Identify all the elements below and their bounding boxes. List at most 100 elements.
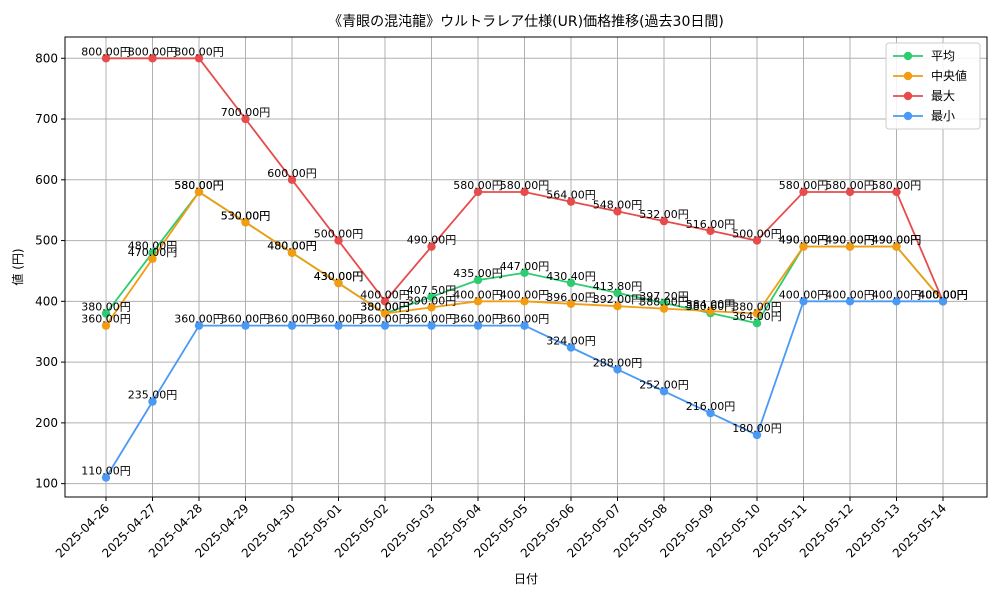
- data-point: [799, 242, 808, 251]
- data-point: [380, 297, 390, 306]
- data-label: 430.00円: [314, 270, 364, 283]
- data-label: 400.00円: [453, 288, 503, 301]
- data-label: 490.00円: [407, 234, 457, 247]
- y-tick-label: 200: [35, 416, 58, 430]
- data-point: [194, 187, 204, 197]
- data-point: [473, 297, 483, 306]
- data-label: 400.00円: [500, 288, 550, 301]
- data-label: 400.00円: [825, 288, 875, 301]
- data-point: [473, 321, 483, 330]
- x-axis: 2025-04-262025-04-272025-04-282025-04-29…: [53, 497, 949, 560]
- data-label: 380.00円: [81, 300, 131, 313]
- data-point: [752, 319, 762, 328]
- series-layer: [101, 54, 948, 482]
- data-labels: 380.00円 480.00円 580.00円 530.00円 480.00円 430.0…: [81, 45, 968, 477]
- data-label: 180.00円: [732, 422, 782, 435]
- data-label: 392.00円: [593, 293, 643, 306]
- data-point: [334, 278, 343, 288]
- legend-label: 最小: [931, 109, 955, 123]
- data-label: 490.00円: [779, 234, 829, 247]
- data-point: [427, 292, 436, 301]
- data-label: 400.00円: [360, 288, 410, 301]
- data-point: [752, 309, 762, 318]
- data-point: [334, 236, 343, 245]
- data-label: 324.00円: [546, 335, 596, 348]
- data-label: 360.00円: [81, 313, 131, 326]
- y-axis: 100 200 300 400 500 600 700 800: [35, 51, 65, 491]
- data-point: [659, 216, 669, 226]
- data-label: 400.00円: [918, 288, 968, 301]
- data-label: 530.00円: [221, 209, 271, 222]
- data-label: 800.00円: [174, 45, 224, 58]
- data-point: [892, 297, 901, 306]
- data-point: [473, 187, 483, 197]
- data-label: 480.00円: [267, 240, 317, 253]
- data-label: 700.00円: [221, 106, 271, 119]
- data-point: [520, 187, 529, 197]
- data-point: [613, 207, 622, 216]
- data-point: [101, 473, 111, 482]
- data-label: 500.00円: [732, 228, 782, 241]
- data-point: [845, 187, 855, 197]
- y-axis-title: 値 (円): [10, 248, 25, 285]
- data-point: [659, 387, 669, 396]
- data-label: 400.00円: [918, 288, 968, 301]
- data-label: 360.00円: [500, 313, 550, 326]
- data-point: [241, 218, 250, 227]
- data-point: [752, 430, 762, 440]
- data-label: 360.00円: [267, 313, 317, 326]
- data-label: 800.00円: [128, 45, 178, 58]
- data-label: 800.00円: [81, 45, 131, 58]
- data-label: 480.00円: [267, 240, 317, 253]
- chart-title: 《青眼の混沌龍》ウルトラレア仕様(UR)価格推移(過去30日間): [328, 13, 724, 30]
- data-label: 447.00円: [500, 260, 550, 273]
- data-label: 400.00円: [918, 288, 968, 301]
- y-tick-label: 600: [35, 173, 58, 187]
- y-tick-label: 700: [35, 112, 58, 126]
- data-label: 407.50円: [407, 284, 457, 297]
- data-point: [194, 54, 204, 63]
- legend-swatch-marker: [903, 91, 913, 101]
- data-label: 430.40円: [546, 270, 596, 283]
- data-point: [427, 242, 436, 251]
- data-point: [613, 301, 622, 311]
- data-label: 413.80円: [593, 280, 643, 293]
- plot-frame: [64, 36, 988, 498]
- data-label: 288.00円: [593, 356, 643, 369]
- y-tick-label: 500: [35, 234, 58, 248]
- data-point: [520, 268, 529, 277]
- y-tick-label: 400: [35, 294, 58, 308]
- legend-swatch-marker: [903, 111, 913, 121]
- data-point: [427, 321, 436, 330]
- data-point: [334, 321, 343, 330]
- data-label: 360.00円: [174, 313, 224, 326]
- data-label: 580.00円: [872, 179, 922, 192]
- data-label: 380.00円: [732, 300, 782, 313]
- data-label: 516.00円: [686, 218, 736, 231]
- data-point: [148, 397, 157, 406]
- data-label: 490.00円: [872, 234, 922, 247]
- data-point: [287, 321, 297, 330]
- data-label: 216.00円: [686, 400, 736, 413]
- data-point: [101, 309, 111, 318]
- data-label: 110.00円: [81, 465, 131, 478]
- data-point: [892, 242, 901, 251]
- y-tick-label: 800: [35, 51, 58, 65]
- data-point: [845, 297, 855, 306]
- grid-lines: [65, 37, 987, 497]
- data-label: 600.00円: [267, 167, 317, 180]
- data-point: [287, 248, 297, 257]
- data-point: [101, 54, 111, 63]
- data-label: 470.00円: [128, 246, 178, 259]
- data-label: 380.60円: [686, 300, 736, 313]
- data-point: [938, 297, 948, 306]
- legend-swatch-marker: [903, 71, 913, 81]
- data-label: 500.00円: [314, 228, 364, 241]
- data-point: [473, 275, 483, 285]
- y-tick-label: 300: [35, 355, 58, 369]
- data-label: 580.00円: [453, 179, 503, 192]
- data-point: [148, 54, 157, 63]
- data-label: 580.00円: [779, 179, 829, 192]
- legend-label: 平均: [931, 49, 955, 63]
